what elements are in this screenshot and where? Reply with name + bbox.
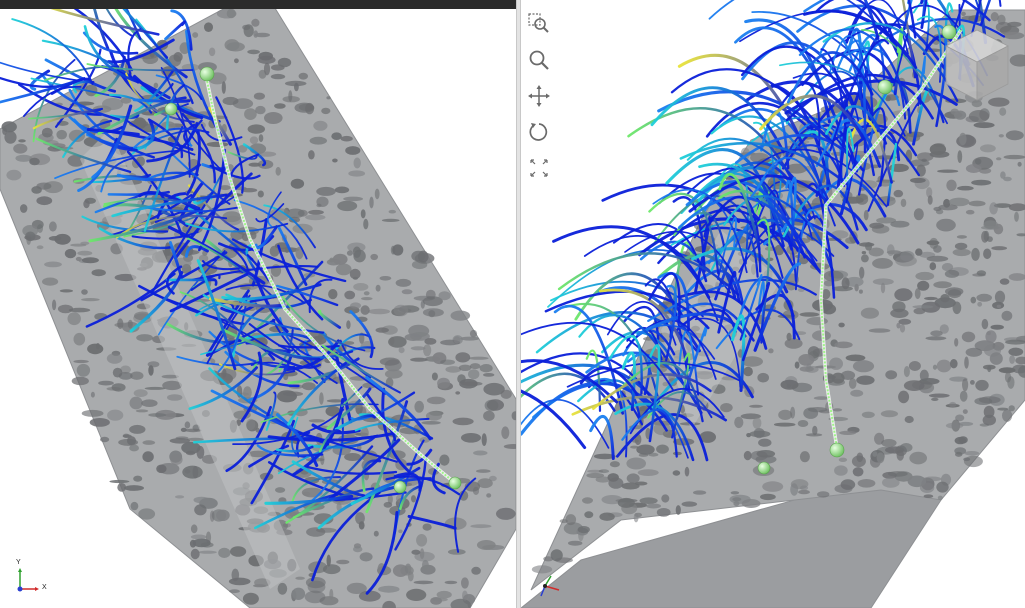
axis-x-label: X (42, 584, 47, 591)
rotate-button[interactable] (525, 116, 553, 148)
scene-canvas-left[interactable] (0, 9, 516, 608)
rotate-icon (529, 123, 548, 141)
axis-y-label: Y (16, 559, 21, 566)
title-bar (0, 0, 645, 9)
magnifier-icon (529, 50, 549, 70)
pan-arrows-icon (528, 85, 550, 107)
sensor-spheres (757, 24, 957, 475)
axis-triad-left: Y X (14, 559, 54, 599)
zoom-button[interactable] (525, 44, 553, 76)
fit-all-icon (530, 159, 548, 177)
view-cube[interactable] (942, 28, 1012, 106)
zoom-window-button[interactable] (525, 8, 553, 40)
pan-button[interactable] (525, 80, 553, 112)
fit-all-button[interactable] (525, 152, 553, 184)
view-cube-icon (945, 29, 1009, 101)
trajectory-lines (0, 9, 477, 595)
zoom-window-icon (528, 13, 549, 33)
viewport-splitter[interactable] (516, 0, 521, 608)
axis-triad-icon (17, 568, 39, 592)
axis-triad-right (537, 566, 577, 606)
navigation-toolbar (524, 8, 554, 184)
viewport-top-view[interactable]: Y X (0, 9, 516, 608)
barrier-line (203, 70, 457, 485)
barrier-line (819, 29, 963, 449)
axis-triad-icon (540, 575, 560, 597)
sensor-spheres (164, 66, 462, 494)
trajectory-lines (521, 0, 1006, 462)
